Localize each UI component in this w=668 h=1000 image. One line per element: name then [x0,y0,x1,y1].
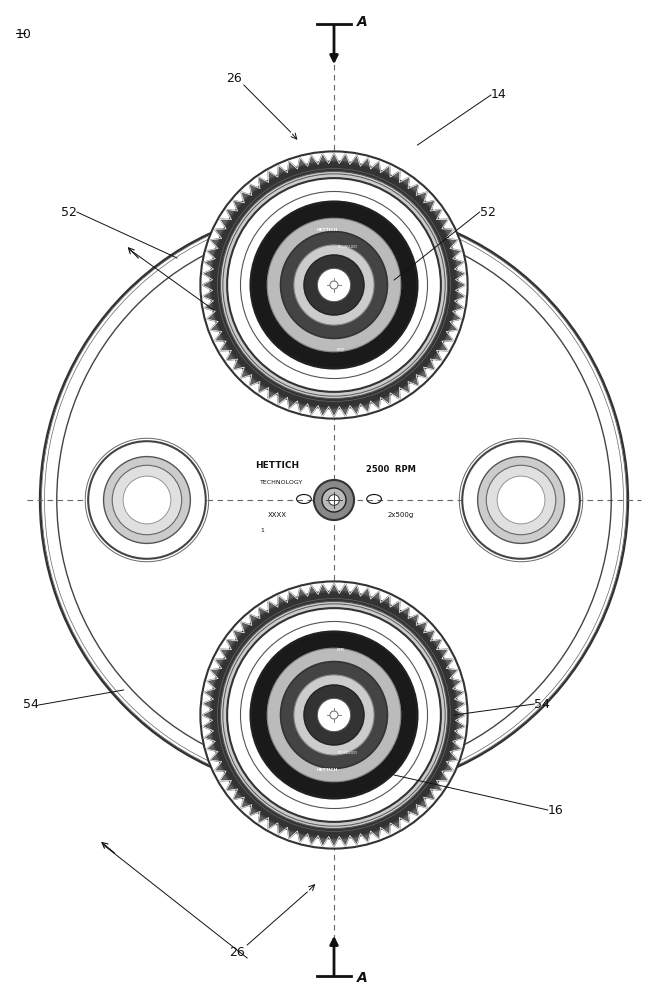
Text: 52: 52 [480,206,496,219]
Ellipse shape [330,711,338,719]
Ellipse shape [462,441,580,559]
Text: 14: 14 [491,89,507,102]
Ellipse shape [210,161,458,409]
Text: 26: 26 [226,72,242,85]
Ellipse shape [304,685,364,745]
Polygon shape [202,153,466,417]
Text: HETTICH: HETTICH [317,228,338,232]
Ellipse shape [210,591,458,839]
Text: A: A [357,15,367,29]
Ellipse shape [40,206,628,794]
Text: 52: 52 [61,206,77,219]
Ellipse shape [497,476,545,524]
Text: 54: 54 [534,698,550,710]
Ellipse shape [250,632,418,798]
Ellipse shape [486,465,556,535]
Ellipse shape [281,662,387,768]
Text: RPM: RPM [337,348,345,352]
Ellipse shape [304,255,364,315]
Text: 54: 54 [23,698,39,712]
Ellipse shape [88,441,206,559]
Ellipse shape [112,465,182,535]
Ellipse shape [478,457,564,543]
Ellipse shape [123,476,171,524]
Ellipse shape [220,171,448,399]
Text: TECHNOLOGY: TECHNOLOGY [337,751,357,755]
Ellipse shape [220,601,448,829]
Ellipse shape [267,648,401,782]
Ellipse shape [281,232,387,338]
Text: 1: 1 [260,528,264,532]
Ellipse shape [250,202,418,368]
Ellipse shape [330,281,338,289]
Ellipse shape [294,245,374,325]
Polygon shape [202,583,466,847]
Ellipse shape [200,151,468,419]
Ellipse shape [294,675,374,755]
Ellipse shape [322,488,346,512]
Ellipse shape [200,581,468,849]
Text: TECHNOLOGY: TECHNOLOGY [261,480,303,485]
Text: A: A [357,971,367,985]
Ellipse shape [267,218,401,352]
Ellipse shape [329,495,339,505]
Text: 2x500g: 2x500g [387,512,414,518]
Ellipse shape [317,698,351,732]
Text: HETTICH: HETTICH [317,768,338,772]
Text: RPM: RPM [337,648,345,652]
Ellipse shape [104,457,190,543]
Ellipse shape [314,480,354,520]
Text: TECHNOLOGY: TECHNOLOGY [337,245,357,249]
Text: 2500  RPM: 2500 RPM [366,466,415,475]
Text: 16: 16 [548,804,564,816]
Ellipse shape [317,268,351,302]
Ellipse shape [227,608,441,822]
Text: 10: 10 [16,28,32,41]
Text: HETTICH: HETTICH [255,460,299,470]
Text: XXXX: XXXX [268,512,287,518]
Ellipse shape [227,178,441,392]
Text: 26: 26 [229,946,245,958]
